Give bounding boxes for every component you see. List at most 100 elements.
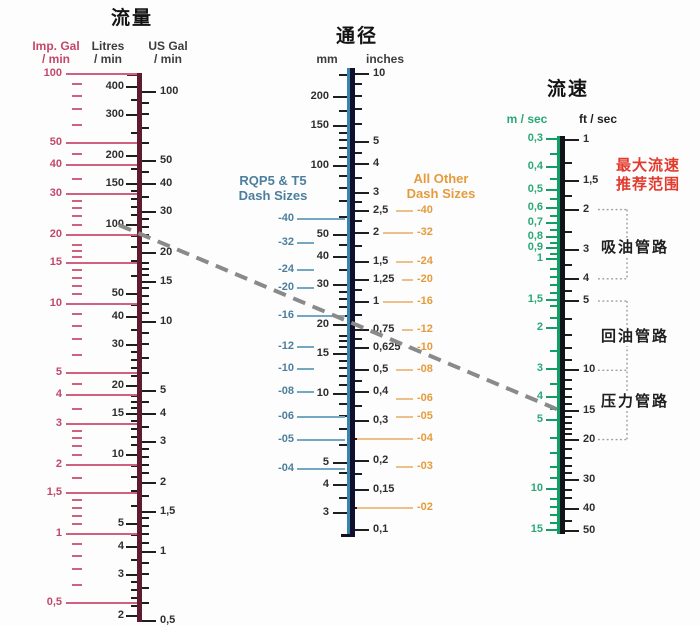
- us-gal-tick-label: 5: [160, 384, 167, 397]
- us-gal-tick-label: 10: [160, 315, 173, 328]
- m-sec-tick: [546, 327, 557, 330]
- ft-sec-tick-label: 40: [583, 501, 596, 514]
- ft-sec-tick-label: 5: [583, 294, 590, 307]
- velocity-scale-bar-dark: [560, 136, 565, 534]
- ft-sec-minor-tick: [565, 488, 572, 491]
- imp-gal-tick-label: 20: [49, 227, 62, 240]
- m-sec-tick-label: 10: [530, 482, 543, 494]
- imp-gal-minor-tick: [72, 453, 82, 456]
- rqp5-dash-label: -12: [278, 339, 294, 352]
- imp-gal-minor-tick: [72, 407, 82, 410]
- mm-tick: [333, 483, 347, 486]
- mm-minor-tick: [339, 291, 347, 294]
- m-sec-minor-tick: [550, 276, 557, 279]
- us-gal-tick-label: 1: [160, 545, 167, 558]
- litres-tick-label: 3: [117, 568, 124, 581]
- m-sec-minor-tick: [550, 349, 557, 352]
- m-sec-minor-tick: [550, 383, 557, 386]
- litres-minor-tick: [131, 505, 137, 508]
- us-gal-tick: [142, 510, 156, 513]
- m-sec-tick: [546, 298, 557, 301]
- ft-sec-minor-tick: [565, 378, 572, 381]
- imp-gal-minor-tick: [72, 555, 82, 558]
- us-gal-tick: [142, 251, 156, 254]
- rqp5-dash-line: [297, 314, 345, 317]
- ft-sec-minor-tick: [565, 519, 572, 522]
- mm-tick-label: 150: [310, 118, 329, 131]
- m-sec-tick: [546, 137, 557, 140]
- other-dash-title-line2: Dash Sizes: [406, 186, 476, 201]
- inch-tick: [355, 191, 369, 194]
- other-dash-line: [408, 347, 413, 350]
- imp-gal-line: [66, 601, 137, 604]
- suction-line-label: 吸油管路: [597, 239, 673, 257]
- imp-gal-minor-tick: [72, 499, 82, 502]
- m-sec-header: m / sec: [506, 112, 548, 126]
- mm-minor-tick: [339, 139, 347, 142]
- imp-gal-tick-label: 0,5: [46, 595, 62, 608]
- imp-gal-minor-tick: [72, 523, 82, 526]
- litres-minor-tick: [131, 168, 137, 171]
- mm-minor-tick: [339, 428, 347, 431]
- other-dash-line: [395, 466, 413, 469]
- inch-tick: [355, 300, 369, 303]
- mm-minor-tick: [339, 340, 347, 343]
- m-sec-minor-tick: [550, 178, 557, 181]
- us-gal-tick-label: 0,5: [160, 614, 176, 625]
- litres-tick: [126, 384, 137, 387]
- mm-minor-tick: [339, 443, 347, 446]
- us-gal-tick-label: 30: [160, 205, 173, 218]
- litres-tick-label: 2: [117, 608, 124, 621]
- inch-tick-label: 0,15: [373, 482, 395, 495]
- rqp5-dash-line: [297, 367, 314, 370]
- m-sec-minor-tick: [550, 497, 557, 500]
- us-gal-minor-tick: [142, 101, 149, 104]
- us-gal-minor-tick: [142, 448, 149, 451]
- us-gal-minor-tick: [142, 331, 149, 334]
- inch-tick-label: 2: [373, 226, 380, 239]
- inch-tick: [355, 278, 369, 281]
- imp-gal-minor-tick: [72, 382, 82, 385]
- us-gal-minor-tick: [142, 287, 149, 290]
- imp-gal-minor-tick: [72, 437, 82, 440]
- inch-tick: [355, 141, 369, 144]
- imp-gal-tick-label: 50: [49, 135, 62, 148]
- ft-sec-minor-tick: [565, 416, 572, 419]
- us-gal-tick-label: 15: [160, 274, 173, 287]
- us-gal-tick-label: 1,5: [160, 504, 176, 517]
- litres-minor-tick: [131, 558, 137, 561]
- us-gal-minor-tick: [142, 356, 149, 359]
- litres-tick: [126, 183, 137, 186]
- mm-minor-tick: [339, 383, 347, 386]
- m-sec-minor-tick: [550, 316, 557, 319]
- litres-minor-tick: [131, 98, 137, 101]
- imp-gal-line: [66, 164, 137, 167]
- other-dash-label: -10: [417, 341, 433, 354]
- imp-gal-minor-tick: [72, 177, 82, 180]
- m-sec-tick-label: 5: [536, 412, 543, 425]
- inch-tick: [355, 369, 369, 372]
- litres-minor-tick: [131, 214, 137, 217]
- mm-tick: [333, 233, 347, 236]
- litres-minor-tick: [131, 351, 137, 354]
- us-gal-minor-tick: [142, 561, 149, 564]
- rqp5-dash-line: [297, 218, 345, 221]
- us-gal-tick: [142, 321, 156, 324]
- rqp5-dash-label: -05: [278, 432, 294, 445]
- velocity-title: 流速: [546, 79, 589, 100]
- us-gal-minor-tick: [142, 195, 149, 198]
- inch-tick-label: 0,2: [373, 454, 389, 467]
- imp-gal-tick-label: 15: [49, 256, 62, 269]
- litres-minor-tick: [131, 427, 137, 430]
- mm-minor-tick: [339, 334, 347, 337]
- mm-tick: [333, 255, 347, 258]
- diameter-scale-bar-cap: [341, 534, 355, 537]
- litres-minor-tick: [131, 444, 137, 447]
- imp-gal-line: [66, 193, 137, 195]
- mm-tick: [333, 284, 347, 287]
- mm-minor-tick: [339, 496, 347, 499]
- ft-sec-tick-label: 30: [583, 473, 596, 486]
- ft-sec-tick-label: 10: [583, 363, 596, 376]
- us-gal-minor-tick: [142, 425, 149, 428]
- inch-tick-label: 0,75: [373, 323, 395, 336]
